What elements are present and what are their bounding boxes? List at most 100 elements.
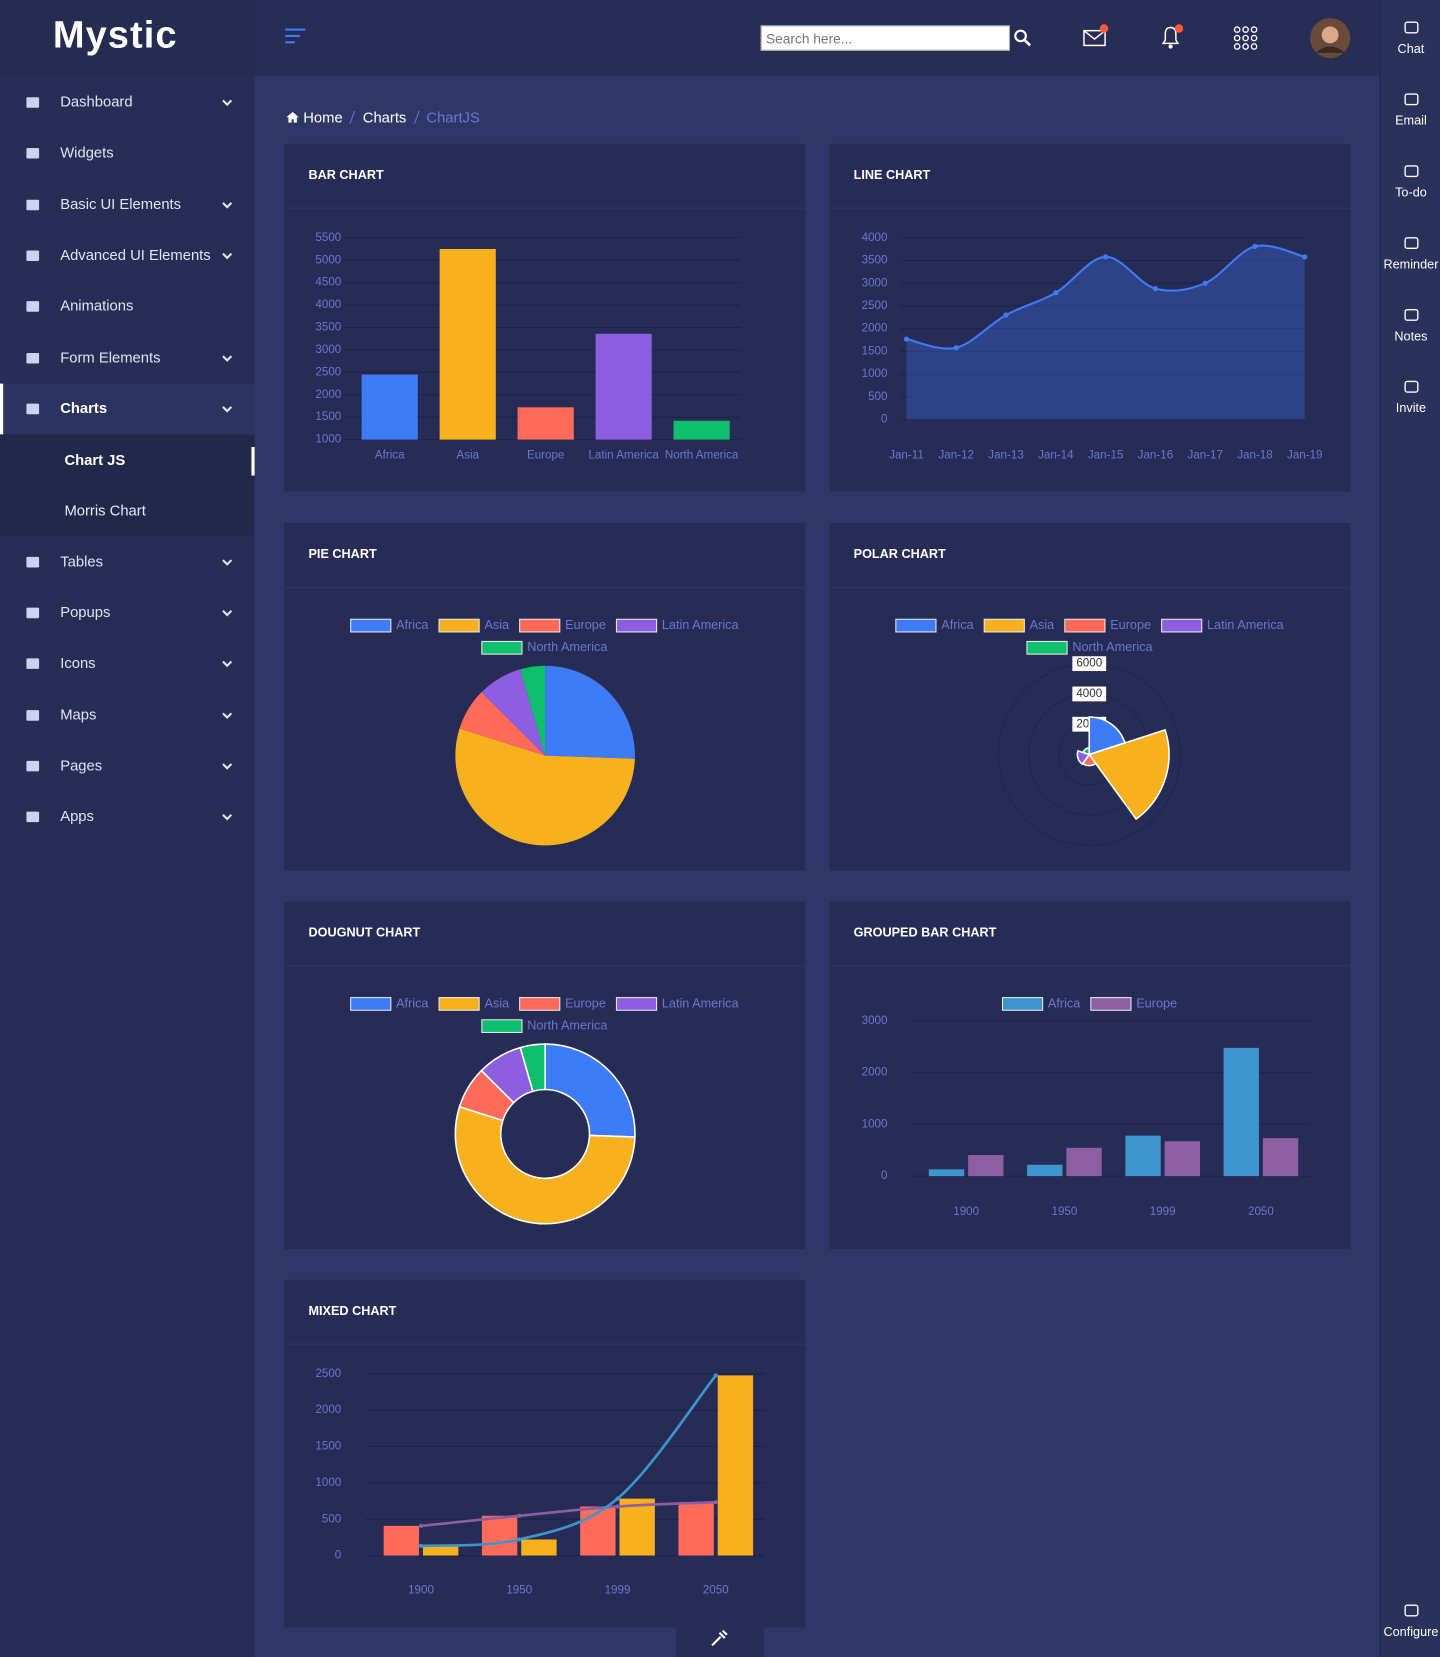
sidebar-item[interactable]: Pages	[0, 741, 255, 792]
right-bar-item[interactable]: Notes	[1381, 306, 1440, 343]
legend-swatch	[1090, 997, 1132, 1011]
bar	[361, 374, 418, 440]
bar	[928, 1169, 965, 1177]
right-bar-item[interactable]: Chat	[1381, 19, 1440, 56]
breadcrumb-link[interactable]: Home	[303, 108, 343, 126]
chart: LINE CHART 0 500 1000 1500 2000 2500 3000 3500 40…	[829, 168, 1351, 462]
chevron	[222, 661, 233, 668]
sidebar-item[interactable]: Dashboard	[0, 77, 255, 128]
point	[418, 1523, 424, 1529]
right-bar-item[interactable]: Reminder	[1381, 235, 1440, 272]
apps-icon[interactable]	[1233, 25, 1258, 50]
sidebar-item[interactable]: Widgets	[0, 128, 255, 179]
sidebar-label: Advanced UI Elements	[60, 246, 211, 264]
chart-title: LINE CHART	[854, 168, 931, 182]
x-tick-label: 1900	[953, 1205, 979, 1218]
legend-label: Africa	[396, 618, 429, 632]
y-tick-label: 0	[335, 1549, 341, 1562]
right-bar-item[interactable]: Invite	[1381, 378, 1440, 415]
search-input[interactable]	[760, 25, 1011, 51]
bar	[481, 1515, 518, 1556]
y-tick-label: 1500	[862, 344, 888, 357]
breadcrumb-link[interactable]: Charts	[362, 108, 407, 126]
submenu-item[interactable]: Morris Chart	[64, 501, 146, 519]
icon-shape	[1403, 21, 1418, 34]
chart-title: BAR CHART	[308, 168, 383, 182]
chart: POLAR CHART Africa Asia Europe Latin America…	[829, 547, 1351, 846]
menu-toggle[interactable]	[284, 27, 307, 44]
sidebar-icon	[26, 352, 40, 363]
legend-label: Europe	[565, 618, 606, 632]
x-tick-label: Jan-18	[1237, 449, 1272, 462]
right-bar-icon	[1403, 380, 1418, 393]
sidebar-item[interactable]: Tables	[0, 537, 255, 588]
sidebar-item[interactable]: Basic UI Elements	[0, 179, 255, 230]
legend-label: Asia	[484, 618, 510, 632]
chart: PIE CHART Africa Asia Europe Latin America No…	[284, 547, 806, 846]
point	[615, 1496, 620, 1501]
sidebar-icon	[26, 709, 40, 721]
legend-label: Africa	[1048, 996, 1081, 1010]
legend-label: North America	[527, 1018, 608, 1032]
sidebar-icon	[26, 607, 40, 619]
search-icon[interactable]	[1012, 27, 1033, 48]
sidebar-label: Charts	[60, 399, 108, 417]
right-bar-label: Chat	[1397, 41, 1425, 57]
sidebar-item[interactable]: Icons	[0, 639, 255, 690]
logo[interactable]: Mystic	[52, 12, 178, 57]
mail-icon[interactable]	[1082, 23, 1112, 50]
settings-tab[interactable]	[676, 1616, 764, 1657]
bar	[1262, 1138, 1299, 1177]
sidebar-label: Popups	[60, 603, 111, 621]
right-bar-icon	[1403, 93, 1418, 106]
legend-swatch	[1064, 618, 1106, 633]
x-tick-label: 2050	[703, 1583, 729, 1596]
bar	[1223, 1047, 1259, 1177]
y-tick-label: 500	[868, 390, 887, 403]
sidebar-item[interactable]: Animations	[0, 281, 255, 332]
legend-item: Africa	[895, 618, 975, 633]
label-box	[1072, 686, 1107, 702]
chevron	[222, 559, 233, 566]
ring-label: 6000	[1072, 656, 1107, 672]
bar	[717, 1375, 754, 1556]
bar	[968, 1155, 1004, 1177]
y-tick-label: 2500	[862, 299, 888, 312]
y-tick-label: 3000	[862, 1014, 888, 1027]
legend-item: North America	[1026, 640, 1154, 655]
icon-shape	[1403, 93, 1418, 106]
sidebar-item[interactable]: Popups	[0, 588, 255, 639]
sidebar-item[interactable]: Maps	[0, 690, 255, 741]
logo-area	[0, 0, 255, 77]
bar	[422, 1545, 459, 1556]
sidebar-icon	[26, 148, 40, 159]
legend-swatch	[1161, 618, 1203, 633]
right-bar-item[interactable]: Configure	[1381, 1602, 1440, 1639]
bell-icon[interactable]	[1158, 21, 1188, 51]
x-tick-label: Jan-13	[988, 449, 1023, 462]
legend-label: Europe	[1110, 618, 1151, 632]
x-tick-label: 1950	[1052, 1205, 1078, 1218]
sidebar-icon	[26, 250, 40, 261]
chart: MIXED CHART 0 500 1000 1500 2000 2500 1900 1950 1…	[284, 1304, 806, 1596]
sidebar-item[interactable]: Charts	[0, 383, 255, 435]
y-tick-label: 3000	[315, 343, 341, 356]
y-tick-label: 1500	[315, 410, 341, 423]
sidebar-item[interactable]: Form Elements	[0, 332, 255, 383]
point	[903, 336, 910, 342]
legend-item: North America	[481, 640, 608, 655]
legend-item: Africa	[1001, 996, 1081, 1011]
legend-item: Asia	[438, 618, 510, 633]
submenu-item[interactable]: Chart JS	[64, 451, 126, 469]
sidebar-item[interactable]: Apps	[0, 792, 255, 843]
chart-title: DOUGNUT CHART	[308, 925, 420, 939]
y-tick-label: 5000	[315, 253, 341, 266]
right-bar-label: Email	[1395, 113, 1427, 128]
avatar[interactable]	[1309, 17, 1351, 59]
x-tick-label: 1999	[1150, 1205, 1176, 1218]
right-bar-item[interactable]: Email	[1381, 91, 1440, 128]
sidebar-label: Tables	[60, 552, 103, 570]
right-bar-item[interactable]: To-do	[1381, 163, 1440, 200]
sidebar-item[interactable]: Advanced UI Elements	[0, 230, 255, 281]
breadcrumb: Home Charts ChartJS	[285, 109, 480, 126]
